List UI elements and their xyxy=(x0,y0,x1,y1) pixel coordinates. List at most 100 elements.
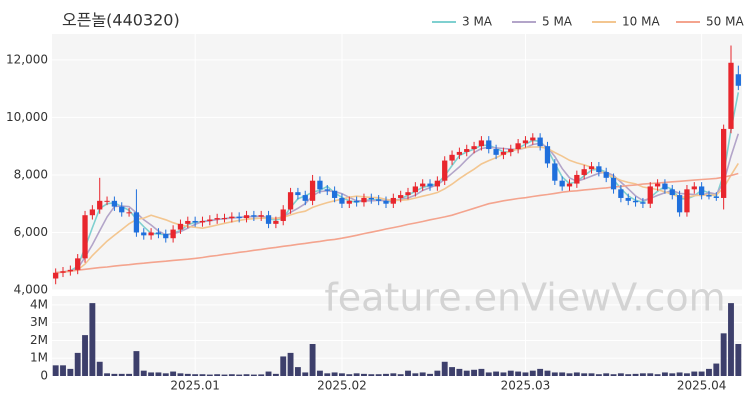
x-tick-label: 2025.04 xyxy=(677,379,727,393)
candle-body xyxy=(735,74,741,86)
candle-body xyxy=(346,200,352,204)
volume-bar xyxy=(728,303,734,376)
candle-body xyxy=(390,197,396,204)
candle-body xyxy=(669,189,675,196)
candle-body xyxy=(199,220,206,223)
volume-bar xyxy=(155,372,162,376)
ma-line xyxy=(55,172,739,274)
volume-bar xyxy=(316,370,323,376)
volume-bar xyxy=(353,373,360,376)
volume-panel xyxy=(52,296,742,376)
volume-bar xyxy=(551,372,558,376)
candle-body xyxy=(721,128,727,198)
candle-body xyxy=(141,232,147,236)
volume-bar xyxy=(280,356,287,376)
volume-bar xyxy=(375,374,382,376)
candle-body xyxy=(67,269,73,272)
volume-bar xyxy=(507,370,514,376)
volume-bar xyxy=(118,373,125,376)
volume-bar xyxy=(60,365,66,376)
volume-bar xyxy=(412,373,419,376)
candle-body xyxy=(544,146,551,164)
volume-bar xyxy=(228,374,235,376)
volume-bar xyxy=(390,373,397,376)
candle-body xyxy=(691,186,697,190)
y-tick-label: 10,000 xyxy=(6,110,48,124)
volume-bar xyxy=(331,372,338,376)
volume-bar xyxy=(250,374,257,376)
volume-bar xyxy=(720,333,727,376)
x-tick-label: 2025.01 xyxy=(170,379,220,393)
candle-body xyxy=(126,212,132,214)
candle-body xyxy=(376,199,382,201)
y-tick-label: 12,000 xyxy=(6,52,48,66)
candle-body xyxy=(640,202,646,204)
volume-bar xyxy=(184,373,191,376)
candle-body xyxy=(647,186,653,204)
volume-bar xyxy=(206,374,213,376)
volume-bar xyxy=(111,373,118,376)
candle-body xyxy=(537,137,543,147)
volume-bar xyxy=(294,367,301,376)
candle-body xyxy=(552,163,558,181)
candle-body xyxy=(632,200,639,203)
candle-body xyxy=(398,195,404,198)
candle-body xyxy=(603,172,609,178)
candle-body xyxy=(698,186,705,196)
candle-body xyxy=(331,190,338,198)
candle-body xyxy=(625,197,631,201)
volume-bar xyxy=(500,372,507,376)
candle-body xyxy=(214,218,220,220)
candle-body xyxy=(471,146,477,150)
chart-title: 오픈놀(440320) xyxy=(62,11,180,30)
candle-body xyxy=(133,212,140,233)
volume-bar xyxy=(192,374,199,376)
volume-bar xyxy=(544,370,551,376)
volume-bar xyxy=(713,363,720,376)
volume-bar xyxy=(309,344,316,376)
candle-body xyxy=(361,197,367,203)
candle-body xyxy=(427,183,433,187)
volume-bar xyxy=(170,371,177,376)
price-panel xyxy=(52,34,742,290)
volume-bar xyxy=(361,373,367,376)
y-tick-label: 6,000 xyxy=(14,225,48,239)
volume-bar xyxy=(625,374,632,376)
candle-body xyxy=(353,200,360,203)
volume-bar xyxy=(617,373,624,376)
candle-body xyxy=(596,166,602,173)
candle-body xyxy=(420,183,426,187)
candle-body xyxy=(309,180,316,201)
volume-tick-label: 3M xyxy=(30,315,48,329)
volume-bar xyxy=(647,373,654,376)
candle-body xyxy=(676,195,683,213)
volume-bar xyxy=(441,361,448,376)
candle-body xyxy=(713,196,719,198)
candle-body xyxy=(662,183,668,190)
legend-label: 3 MA xyxy=(462,15,493,29)
volume-bar xyxy=(221,374,228,376)
volume-bar xyxy=(199,374,206,376)
candle-body xyxy=(163,233,169,239)
legend-label: 10 MA xyxy=(622,15,660,29)
volume-bar xyxy=(610,374,617,376)
candle-body xyxy=(111,200,118,207)
volume-bar xyxy=(632,373,639,376)
volume-bar xyxy=(639,373,646,376)
volume-bar xyxy=(566,373,573,376)
volume-bar xyxy=(324,373,331,376)
candle-body xyxy=(610,177,617,190)
candle-body xyxy=(442,160,448,181)
candle-body xyxy=(449,154,455,161)
candle-body xyxy=(706,195,712,197)
candle-body xyxy=(148,232,154,236)
volume-bar xyxy=(463,370,470,376)
candle-body xyxy=(192,220,198,223)
volume-bar xyxy=(405,370,411,376)
candle-body xyxy=(155,232,162,234)
x-tick-label: 2025.02 xyxy=(317,379,367,393)
candle-body xyxy=(324,189,330,191)
candle-body xyxy=(478,140,485,147)
candle-body xyxy=(207,219,213,221)
volume-bar xyxy=(676,372,683,376)
